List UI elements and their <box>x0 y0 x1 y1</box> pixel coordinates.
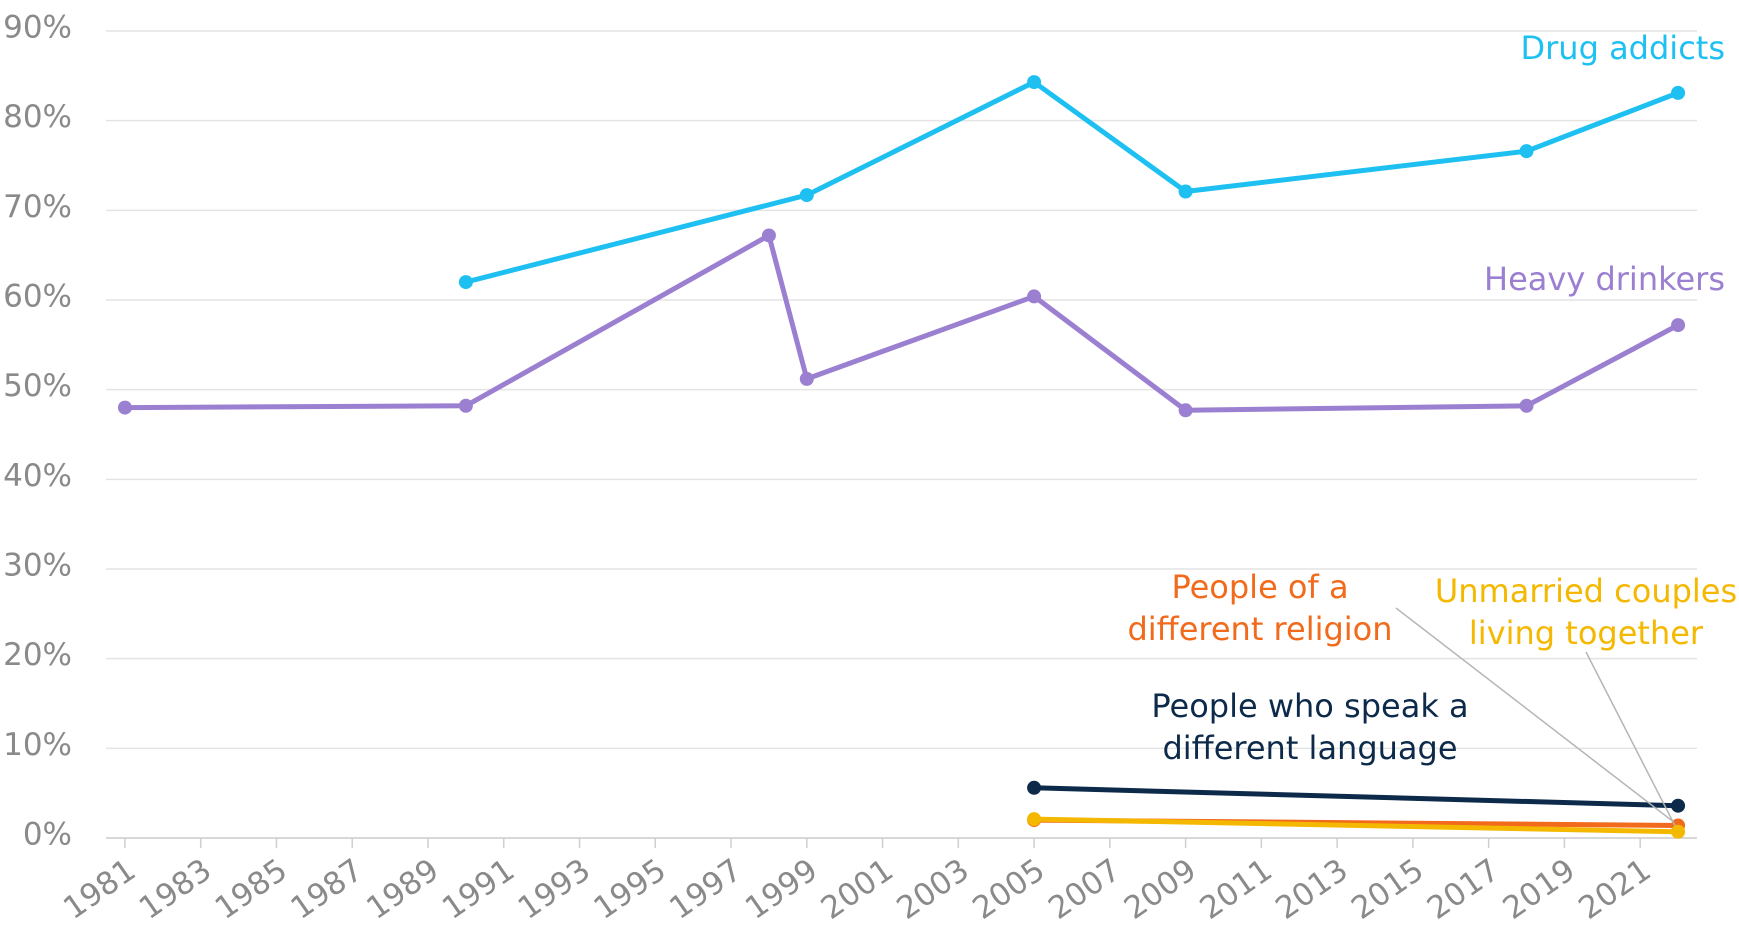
y-tick-label: 80% <box>3 99 72 135</box>
series-label: Heavy drinkers <box>1484 260 1725 298</box>
point <box>1178 403 1193 418</box>
point <box>1027 75 1042 90</box>
point <box>1671 318 1686 333</box>
point <box>1178 184 1193 199</box>
point <box>1671 824 1686 839</box>
point <box>1027 812 1042 827</box>
x-tick-label: 1983 <box>133 852 218 927</box>
x-tick-label: 1999 <box>739 852 824 927</box>
point <box>1027 289 1042 304</box>
x-tick-label: 1993 <box>512 852 597 927</box>
series-label: Unmarried couples living together <box>1435 572 1737 652</box>
point <box>1671 85 1686 100</box>
y-tick-label: 50% <box>3 368 72 404</box>
x-tick-label: 2015 <box>1345 852 1430 927</box>
point <box>458 398 473 413</box>
leader-line <box>1395 607 1679 827</box>
series-label: People of a different religion <box>1127 568 1392 648</box>
x-tick-label: 2019 <box>1497 852 1582 927</box>
series-label: Drug addicts <box>1521 29 1726 67</box>
series-line <box>1034 816 1679 835</box>
x-tick-label: 2017 <box>1421 852 1506 927</box>
point <box>117 400 132 415</box>
x-tick-label: 1991 <box>436 852 521 927</box>
point <box>1027 780 1042 795</box>
series-line <box>465 79 1679 285</box>
x-tick-label: 2003 <box>891 852 976 927</box>
leader-line <box>1585 651 1679 833</box>
point <box>458 275 473 290</box>
y-tick-label: 10% <box>3 727 72 763</box>
point <box>799 188 814 203</box>
x-tick-label: 1997 <box>663 852 748 927</box>
point <box>1671 798 1686 813</box>
series-line <box>1034 785 1679 809</box>
point <box>1519 398 1534 413</box>
point <box>1519 144 1534 159</box>
y-tick-label: 20% <box>3 637 72 673</box>
x-tick-label: 2013 <box>1269 852 1354 927</box>
x-tick-label: 2005 <box>966 852 1051 927</box>
y-tick-label: 70% <box>3 189 72 225</box>
y-tick-label: 60% <box>3 279 72 315</box>
series-line <box>124 232 1680 413</box>
point <box>761 228 776 243</box>
x-tick-label: 2021 <box>1572 852 1657 927</box>
point <box>799 371 814 386</box>
y-tick-label: 90% <box>3 10 72 46</box>
x-tick-label: 2009 <box>1118 852 1203 927</box>
y-tick-label: 40% <box>3 458 72 494</box>
y-tick-label: 0% <box>23 817 72 853</box>
x-tick-label: 2007 <box>1042 852 1127 927</box>
x-tick-label: 1981 <box>57 852 142 927</box>
y-tick-label: 30% <box>3 548 72 584</box>
x-tick-label: 1987 <box>284 852 369 927</box>
x-tick-label: 1995 <box>587 852 672 927</box>
series-label: People who speak a different language <box>1151 687 1468 767</box>
x-tick-label: 2001 <box>815 852 900 927</box>
x-tick-label: 1985 <box>209 852 294 927</box>
x-tick-label: 2011 <box>1194 852 1279 927</box>
x-tick-label: 1989 <box>360 852 445 927</box>
